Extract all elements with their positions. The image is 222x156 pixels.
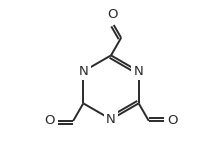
Text: N: N — [78, 65, 88, 78]
Text: O: O — [168, 114, 178, 127]
Text: O: O — [44, 114, 54, 127]
Text: O: O — [108, 8, 118, 21]
Text: N: N — [134, 65, 144, 78]
Text: N: N — [106, 113, 116, 126]
